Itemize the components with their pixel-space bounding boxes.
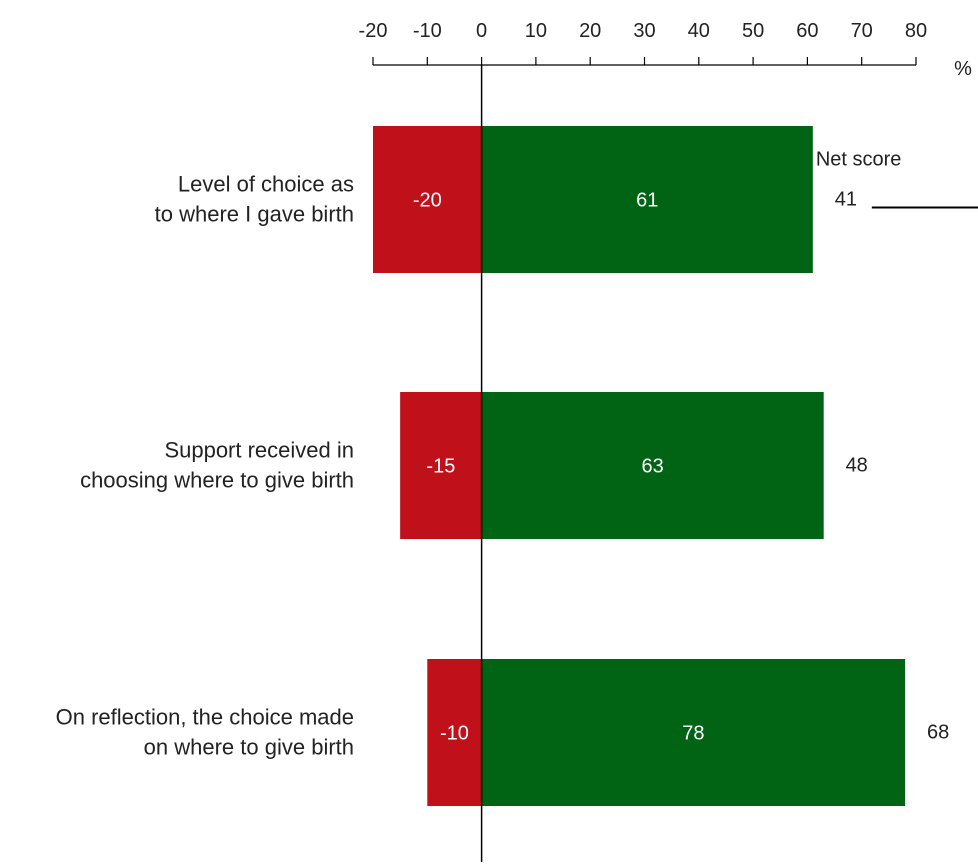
- category-label-line: Level of choice as: [178, 172, 354, 197]
- x-tick-label: 20: [579, 20, 601, 42]
- x-tick-label: 40: [688, 20, 710, 42]
- bar-negative-label: -20: [413, 190, 442, 212]
- net-score-header: Net score: [816, 149, 902, 171]
- net-score-value: 48: [846, 455, 868, 477]
- bars: -20 61 -15 63 -10 78: [373, 126, 906, 806]
- category-labels: Level of choice as to where I gave birth S…: [56, 172, 354, 760]
- bar-positive: [481, 126, 813, 273]
- net-score-value: 41: [835, 189, 857, 211]
- bar-negative: [400, 392, 482, 539]
- net-score-value: 68: [927, 722, 949, 744]
- category-label-line: choosing where to give birth: [80, 468, 354, 493]
- x-tick-label: 10: [525, 20, 547, 42]
- x-axis: -20 -10 0 10 20 30 40 50 60 70 80%: [359, 20, 973, 80]
- category-label-line: to where I gave birth: [155, 202, 354, 227]
- x-tick-label: 60: [796, 20, 818, 42]
- bar-positive-label: 61: [636, 190, 658, 212]
- x-tick-label: -20: [359, 20, 388, 42]
- x-tick-label: 70: [851, 20, 873, 42]
- bar-negative-label: -15: [426, 456, 455, 478]
- category-label: Level of choice as to where I gave birth: [155, 172, 354, 227]
- x-tick-label: 30: [633, 20, 655, 42]
- net-scores: 41 Net score 48 68: [816, 149, 978, 744]
- bar-positive-label: 63: [642, 456, 664, 478]
- category-label-line: on where to give birth: [144, 735, 354, 760]
- bar-negative-label: -10: [440, 723, 469, 745]
- x-tick-label: -10: [413, 20, 442, 42]
- category-label: On reflection, the choice made on where t…: [56, 705, 354, 760]
- x-tick-label: 50: [742, 20, 764, 42]
- category-label: Support received in choosing where to giv…: [80, 438, 354, 493]
- category-label-line: On reflection, the choice made: [56, 705, 354, 730]
- category-label-line: Support received in: [164, 438, 354, 463]
- bar-negative: [373, 126, 482, 273]
- x-unit-label: %: [954, 58, 972, 80]
- bar-positive-label: 78: [682, 723, 704, 745]
- bar-positive: [481, 659, 906, 806]
- bar-negative: [427, 659, 482, 806]
- x-tick-label: 80: [905, 20, 927, 42]
- x-tick-label: 0: [476, 20, 487, 42]
- bar-positive: [481, 392, 824, 539]
